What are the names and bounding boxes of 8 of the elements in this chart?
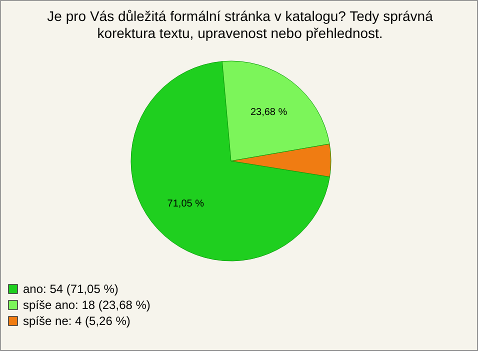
legend-label: ano: 54 (71,05 %) [23,282,118,296]
pie-slice [130,61,330,262]
text: Je pro Vás důležitá formální stránka v katalogu? Tedy správná [47,8,433,24]
legend-label: spíše ne: 4 (5,26 %) [23,314,130,328]
data-label: 23,68 % [250,106,288,118]
data-label: 71,05 % [167,198,204,210]
legend-label: spíše ano: 18 (23,68 %) [23,298,150,312]
text: korektura textu, upravenost nebo přehlednost. [97,25,383,41]
